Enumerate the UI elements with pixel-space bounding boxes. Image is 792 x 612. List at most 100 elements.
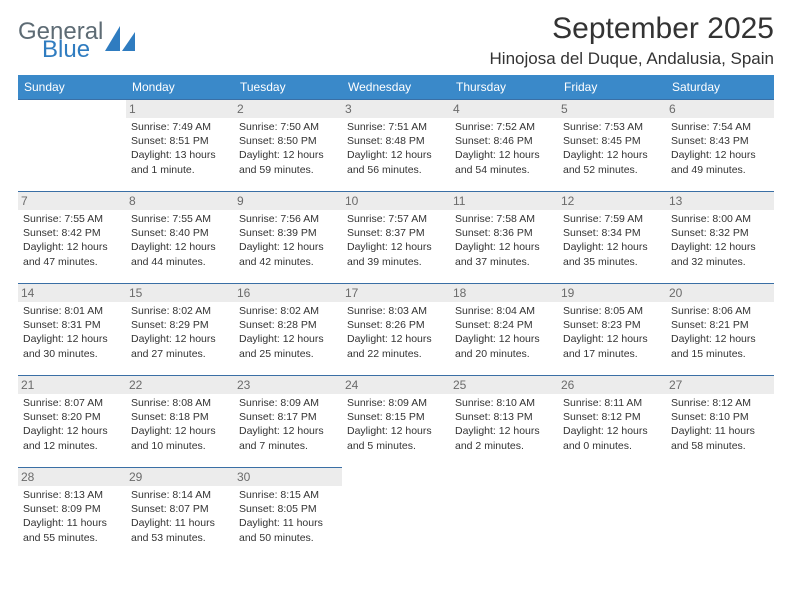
day-details: Sunrise: 7:54 AMSunset: 8:43 PMDaylight:… <box>671 120 769 177</box>
calendar-day-cell: 12Sunrise: 7:59 AMSunset: 8:34 PMDayligh… <box>558 192 666 284</box>
sunset-text: Sunset: 8:39 PM <box>239 226 337 240</box>
day-details: Sunrise: 7:57 AMSunset: 8:37 PMDaylight:… <box>347 212 445 269</box>
weekday-header: Friday <box>558 75 666 100</box>
title-block: September 2025 Hinojosa del Duque, Andal… <box>490 12 774 69</box>
daylight-text: Daylight: 12 hours and 44 minutes. <box>131 240 229 268</box>
daylight-text: Daylight: 12 hours and 7 minutes. <box>239 424 337 452</box>
day-details: Sunrise: 7:53 AMSunset: 8:45 PMDaylight:… <box>563 120 661 177</box>
weekday-header: Monday <box>126 75 234 100</box>
calendar-day-cell: 8Sunrise: 7:55 AMSunset: 8:40 PMDaylight… <box>126 192 234 284</box>
day-details: Sunrise: 8:07 AMSunset: 8:20 PMDaylight:… <box>23 396 121 453</box>
sunset-text: Sunset: 8:10 PM <box>671 410 769 424</box>
calendar-day-cell: 24Sunrise: 8:09 AMSunset: 8:15 PMDayligh… <box>342 376 450 468</box>
calendar-day-cell: 11 Sunrise: 7:58 AMSunset: 8:36 PMDayligh… <box>450 192 558 284</box>
sunrise-text: Sunrise: 8:02 AM <box>239 304 337 318</box>
sunrise-text: Sunrise: 7:55 AM <box>131 212 229 226</box>
calendar-day-cell: 4Sunrise: 7:52 AMSunset: 8:46 PMDaylight… <box>450 100 558 192</box>
sunset-text: Sunset: 8:23 PM <box>563 318 661 332</box>
day-number: 11 <box>450 192 558 210</box>
calendar-grid: Sunday Monday Tuesday Wednesday Thursday… <box>18 75 774 560</box>
daylight-text: Daylight: 11 hours and 58 minutes. <box>671 424 769 452</box>
sunrise-text: Sunrise: 8:06 AM <box>671 304 769 318</box>
calendar-day-cell <box>450 468 558 560</box>
day-details: Sunrise: 8:12 AMSunset: 8:10 PMDaylight:… <box>671 396 769 453</box>
calendar-day-cell: 20 Sunrise: 8:06 AMSunset: 8:21 PMDayligh… <box>666 284 774 376</box>
calendar-day-cell: 22Sunrise: 8:08 AMSunset: 8:18 PMDayligh… <box>126 376 234 468</box>
day-number: 30 <box>234 468 342 486</box>
calendar-week-row: 7Sunrise: 7:55 AMSunset: 8:42 PMDaylight… <box>18 192 774 284</box>
sunrise-text: Sunrise: 8:13 AM <box>23 488 121 502</box>
day-number: 27 <box>666 376 774 394</box>
calendar-day-cell: 16Sunrise: 8:02 AMSunset: 8:28 PMDayligh… <box>234 284 342 376</box>
day-number: 17 <box>342 284 450 302</box>
daylight-text: Daylight: 12 hours and 54 minutes. <box>455 148 553 176</box>
day-details: Sunrise: 8:06 AMSunset: 8:21 PMDaylight:… <box>671 304 769 361</box>
sunset-text: Sunset: 8:34 PM <box>563 226 661 240</box>
day-details: Sunrise: 7:58 AMSunset: 8:36 PMDaylight:… <box>455 212 553 269</box>
day-details: Sunrise: 8:11 AMSunset: 8:12 PMDaylight:… <box>563 396 661 453</box>
calendar-day-cell <box>342 468 450 560</box>
daylight-text: Daylight: 12 hours and 35 minutes. <box>563 240 661 268</box>
daylight-text: Daylight: 12 hours and 52 minutes. <box>563 148 661 176</box>
calendar-day-cell: 1Sunrise: 7:49 AMSunset: 8:51 PMDaylight… <box>126 100 234 192</box>
sunrise-text: Sunrise: 8:11 AM <box>563 396 661 410</box>
calendar-week-row: 14Sunrise: 8:01 AMSunset: 8:31 PMDayligh… <box>18 284 774 376</box>
month-title: September 2025 <box>490 12 774 46</box>
location-subtitle: Hinojosa del Duque, Andalusia, Spain <box>490 49 774 69</box>
weekday-header: Saturday <box>666 75 774 100</box>
sunrise-text: Sunrise: 8:09 AM <box>239 396 337 410</box>
sunset-text: Sunset: 8:45 PM <box>563 134 661 148</box>
calendar-page: General Blue September 2025 Hinojosa del… <box>0 0 792 572</box>
day-details: Sunrise: 8:14 AMSunset: 8:07 PMDaylight:… <box>131 488 229 545</box>
daylight-text: Daylight: 13 hours and 1 minute. <box>131 148 229 176</box>
day-number: 23 <box>234 376 342 394</box>
daylight-text: Daylight: 12 hours and 39 minutes. <box>347 240 445 268</box>
day-number: 15 <box>126 284 234 302</box>
daylight-text: Daylight: 12 hours and 5 minutes. <box>347 424 445 452</box>
day-details: Sunrise: 7:55 AMSunset: 8:42 PMDaylight:… <box>23 212 121 269</box>
sunrise-text: Sunrise: 7:52 AM <box>455 120 553 134</box>
sunset-text: Sunset: 8:37 PM <box>347 226 445 240</box>
sunrise-text: Sunrise: 8:00 AM <box>671 212 769 226</box>
calendar-day-cell: 9Sunrise: 7:56 AMSunset: 8:39 PMDaylight… <box>234 192 342 284</box>
daylight-text: Daylight: 12 hours and 22 minutes. <box>347 332 445 360</box>
calendar-week-row: 28Sunrise: 8:13 AMSunset: 8:09 PMDayligh… <box>18 468 774 560</box>
day-details: Sunrise: 8:09 AMSunset: 8:15 PMDaylight:… <box>347 396 445 453</box>
daylight-text: Daylight: 12 hours and 2 minutes. <box>455 424 553 452</box>
calendar-day-cell: 17Sunrise: 8:03 AMSunset: 8:26 PMDayligh… <box>342 284 450 376</box>
calendar-day-cell: 6Sunrise: 7:54 AMSunset: 8:43 PMDaylight… <box>666 100 774 192</box>
daylight-text: Daylight: 12 hours and 37 minutes. <box>455 240 553 268</box>
sunset-text: Sunset: 8:09 PM <box>23 502 121 516</box>
sunrise-text: Sunrise: 7:50 AM <box>239 120 337 134</box>
sunset-text: Sunset: 8:05 PM <box>239 502 337 516</box>
sunrise-text: Sunrise: 7:54 AM <box>671 120 769 134</box>
sunset-text: Sunset: 8:07 PM <box>131 502 229 516</box>
sunrise-text: Sunrise: 8:04 AM <box>455 304 553 318</box>
day-details: Sunrise: 7:59 AMSunset: 8:34 PMDaylight:… <box>563 212 661 269</box>
sunset-text: Sunset: 8:17 PM <box>239 410 337 424</box>
sunrise-text: Sunrise: 8:01 AM <box>23 304 121 318</box>
calendar-day-cell: 2Sunrise: 7:50 AMSunset: 8:50 PMDaylight… <box>234 100 342 192</box>
day-details: Sunrise: 7:52 AMSunset: 8:46 PMDaylight:… <box>455 120 553 177</box>
daylight-text: Daylight: 12 hours and 17 minutes. <box>563 332 661 360</box>
calendar-day-cell <box>18 100 126 192</box>
day-details: Sunrise: 7:56 AMSunset: 8:39 PMDaylight:… <box>239 212 337 269</box>
calendar-day-cell: 3Sunrise: 7:51 AMSunset: 8:48 PMDaylight… <box>342 100 450 192</box>
sunrise-text: Sunrise: 7:53 AM <box>563 120 661 134</box>
sunset-text: Sunset: 8:28 PM <box>239 318 337 332</box>
sunrise-text: Sunrise: 8:07 AM <box>23 396 121 410</box>
calendar-day-cell: 10Sunrise: 7:57 AMSunset: 8:37 PMDayligh… <box>342 192 450 284</box>
sunset-text: Sunset: 8:13 PM <box>455 410 553 424</box>
sunrise-text: Sunrise: 7:56 AM <box>239 212 337 226</box>
calendar-day-cell: 23 Sunrise: 8:09 AMSunset: 8:17 PMDayligh… <box>234 376 342 468</box>
sunrise-text: Sunrise: 7:55 AM <box>23 212 121 226</box>
day-details: Sunrise: 8:02 AMSunset: 8:29 PMDaylight:… <box>131 304 229 361</box>
day-details: Sunrise: 8:15 AMSunset: 8:05 PMDaylight:… <box>239 488 337 545</box>
day-details: Sunrise: 8:09 AMSunset: 8:17 PMDaylight:… <box>239 396 337 453</box>
calendar-day-cell: 28Sunrise: 8:13 AMSunset: 8:09 PMDayligh… <box>18 468 126 560</box>
day-number: 3 <box>342 100 450 118</box>
calendar-day-cell: 7Sunrise: 7:55 AMSunset: 8:42 PMDaylight… <box>18 192 126 284</box>
day-number: 20 <box>666 284 774 302</box>
daylight-text: Daylight: 12 hours and 20 minutes. <box>455 332 553 360</box>
day-number: 25 <box>450 376 558 394</box>
